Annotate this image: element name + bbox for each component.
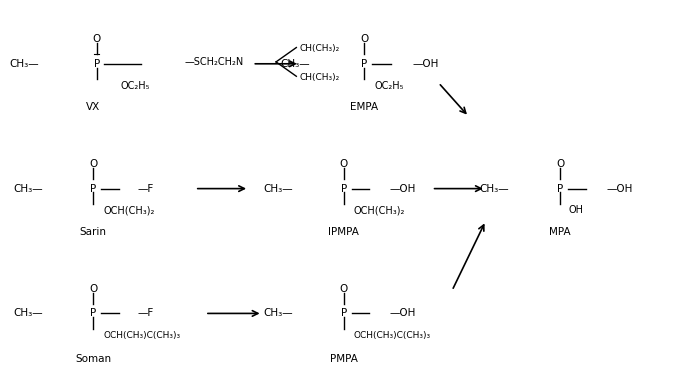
Text: OCH(CH₃)C(CH₃)₃: OCH(CH₃)C(CH₃)₃ (103, 331, 181, 340)
Text: Soman: Soman (75, 354, 112, 364)
Text: OC₂H₅: OC₂H₅ (120, 81, 150, 91)
Text: —OH: —OH (413, 59, 439, 69)
Text: O: O (92, 34, 101, 44)
Text: OC₂H₅: OC₂H₅ (374, 81, 403, 91)
Text: O: O (360, 34, 368, 44)
Text: OH: OH (568, 205, 583, 215)
Text: CH₃—: CH₃— (263, 184, 293, 194)
Text: —OH: —OH (390, 184, 416, 194)
Text: CH₃—: CH₃— (280, 59, 310, 69)
Text: P: P (557, 184, 563, 194)
Text: CH₃—: CH₃— (480, 184, 509, 194)
Text: —SCH₂CH₂N: —SCH₂CH₂N (185, 57, 244, 67)
Text: CH₃—: CH₃— (13, 309, 43, 319)
Text: P: P (94, 59, 100, 69)
Text: Sarin: Sarin (80, 227, 107, 237)
Text: CH₃—: CH₃— (263, 309, 293, 319)
Text: CH(CH₃)₂: CH(CH₃)₂ (300, 44, 340, 53)
Text: P: P (90, 309, 97, 319)
Text: O: O (556, 159, 564, 169)
Text: —OH: —OH (390, 309, 416, 319)
Text: PMPA: PMPA (330, 354, 358, 364)
Text: O: O (89, 159, 97, 169)
Text: O: O (89, 284, 97, 294)
Text: O: O (339, 284, 348, 294)
Text: OCH(CH₃)C(CH₃)₃: OCH(CH₃)C(CH₃)₃ (354, 331, 431, 340)
Text: —OH: —OH (606, 184, 632, 194)
Text: P: P (341, 184, 347, 194)
Text: CH₃—: CH₃— (10, 59, 39, 69)
Text: OCH(CH₃)₂: OCH(CH₃)₂ (354, 205, 405, 215)
Text: VX: VX (86, 102, 101, 112)
Text: IPMPA: IPMPA (328, 227, 359, 237)
Text: —F: —F (137, 309, 154, 319)
Text: CH₃—: CH₃— (13, 184, 43, 194)
Text: MPA: MPA (549, 227, 571, 237)
Text: O: O (339, 159, 348, 169)
Text: P: P (90, 184, 97, 194)
Text: OCH(CH₃)₂: OCH(CH₃)₂ (103, 205, 155, 215)
Text: P: P (341, 309, 347, 319)
Text: —F: —F (137, 184, 154, 194)
Text: EMPA: EMPA (350, 102, 378, 112)
Text: P: P (361, 59, 367, 69)
Text: CH(CH₃)₂: CH(CH₃)₂ (300, 72, 340, 82)
